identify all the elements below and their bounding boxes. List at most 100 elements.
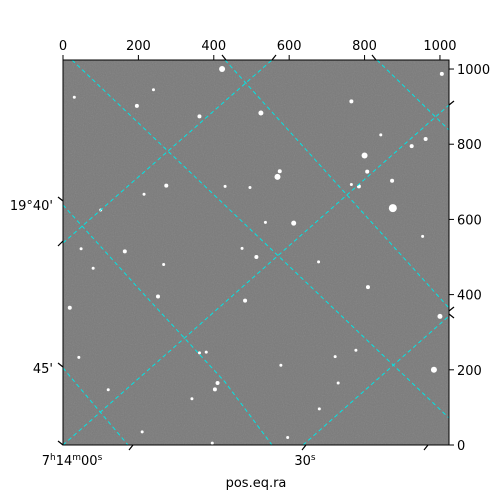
grid-line-2: [376, 60, 449, 131]
star-5: [72, 95, 76, 99]
star-24: [79, 247, 83, 251]
dec-tick-left-4: [57, 440, 64, 446]
y-tick-label-3: 600: [457, 213, 482, 228]
ra-label-1: 7h14m00s: [42, 453, 103, 469]
grid-line-6: [302, 315, 449, 445]
star-32: [254, 255, 259, 260]
star-26: [162, 263, 166, 267]
grid-line-3: [63, 204, 273, 445]
y-tick-label-2: 400: [457, 289, 482, 304]
pixel-x-axis-top: 0 200 400 600 800 1000: [59, 39, 457, 60]
pixel-y-axis-right: 0 200 400 600 800 1000: [449, 63, 490, 454]
star-41: [204, 350, 208, 354]
star-43: [354, 348, 358, 352]
star-17: [390, 178, 395, 183]
ra-tick-top-2: [271, 54, 277, 61]
star-8: [379, 133, 383, 137]
star-53: [106, 388, 110, 392]
star-1: [134, 103, 139, 108]
dec-label-2: 45': [33, 362, 53, 377]
star-36: [155, 294, 160, 299]
star-57: [140, 430, 144, 434]
grid-line-7: [63, 60, 273, 244]
grid-line-4: [63, 367, 129, 445]
x-axis-label: pos.eq.ra: [226, 476, 287, 491]
grid-line-5: [63, 104, 449, 445]
x-tick-label-3: 600: [277, 39, 302, 54]
coordinate-grid: [63, 60, 449, 445]
star-52: [190, 397, 194, 401]
ra-tick-bottom-2: [301, 444, 307, 451]
world-ticks: [57, 54, 455, 451]
image-noise: [63, 60, 449, 445]
star-35: [365, 285, 370, 290]
y-tick-label-5: 1000: [457, 63, 490, 78]
star-25: [122, 249, 127, 254]
star-38: [67, 305, 72, 310]
ra-tick-labels: 7h14m00s 30s: [42, 453, 316, 469]
star-20: [142, 192, 146, 196]
star-4: [349, 99, 354, 104]
star-33: [240, 246, 244, 250]
star-0: [219, 66, 226, 73]
dec-tick-right-2: [448, 306, 455, 312]
star-10: [423, 136, 428, 141]
x-tick-label-1: 200: [126, 39, 151, 54]
star-56: [317, 407, 321, 411]
dec-tick-left-3: [57, 362, 64, 368]
star-54: [286, 435, 290, 439]
star-3: [258, 110, 264, 116]
dec-tick-right-3: [448, 313, 455, 319]
dec-tick-left-2: [57, 240, 64, 247]
star-29: [263, 220, 267, 224]
star-7: [439, 71, 444, 76]
y-tick-label-1: 200: [457, 364, 482, 379]
plot-area: [62, 59, 454, 446]
star-16: [349, 182, 353, 186]
star-28: [291, 220, 297, 226]
ra-tick-bottom-3: [423, 444, 429, 451]
star-44: [333, 355, 337, 359]
star-42: [197, 351, 201, 355]
x-tick-label-2: 400: [201, 39, 226, 54]
dec-tick-right-1: [448, 100, 455, 106]
ra-tick-top-1: [221, 54, 227, 61]
dec-tick-labels: 19°40' 45': [10, 199, 53, 377]
star-39: [437, 313, 443, 319]
dec-tick-left-1: [57, 196, 64, 202]
x-tick-label-0: 0: [59, 39, 67, 54]
ra-tick-top-3: [371, 54, 377, 61]
star-19: [164, 183, 169, 188]
star-9: [409, 144, 414, 149]
star-48: [430, 366, 437, 373]
star-field: [67, 66, 454, 445]
star-46: [279, 363, 283, 367]
star-2: [197, 114, 202, 119]
y-tick-label-0: 0: [457, 439, 465, 454]
dec-label-1: 19°40': [10, 199, 53, 214]
x-tick-label-4: 800: [352, 39, 377, 54]
star-14: [274, 173, 281, 180]
star-51: [212, 387, 217, 392]
ra-tick-bottom-1: [128, 444, 134, 451]
star-45: [77, 355, 81, 359]
x-tick-label-5: 1000: [423, 39, 456, 54]
star-18: [388, 204, 397, 213]
ra-label-2: 30s: [294, 453, 316, 469]
star-22: [248, 185, 252, 189]
star-11: [361, 152, 368, 159]
star-12: [365, 169, 370, 174]
star-55: [210, 441, 214, 445]
star-50: [215, 380, 220, 385]
star-30: [421, 234, 425, 238]
plot-frame: [62, 59, 450, 446]
star-27: [91, 266, 95, 270]
star-37: [243, 298, 248, 303]
star-31: [450, 211, 454, 215]
star-13: [277, 169, 282, 174]
grid-line-0: [71, 60, 449, 419]
star-34: [317, 260, 321, 264]
star-21: [223, 184, 227, 188]
star-47: [336, 381, 340, 385]
